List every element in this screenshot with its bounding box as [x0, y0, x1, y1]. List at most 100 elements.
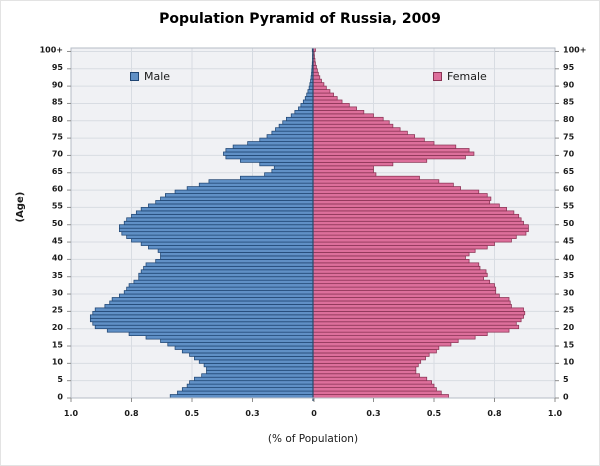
female-bar-age-59[interactable]: [312, 189, 480, 194]
male-bar-age-12[interactable]: [189, 352, 314, 357]
male-bar-age-85[interactable]: [302, 99, 314, 104]
female-bar-age-28[interactable]: [312, 297, 510, 302]
female-bar-age-37[interactable]: [312, 265, 481, 271]
female-bar-age-67[interactable]: [312, 161, 394, 167]
female-bar-age-66[interactable]: [312, 165, 374, 170]
female-bar-age-21[interactable]: [312, 321, 517, 326]
female-bar-age-72[interactable]: [312, 144, 457, 149]
female-bar-age-45[interactable]: [312, 238, 512, 243]
male-bar-age-27[interactable]: [109, 300, 314, 305]
male-bar-age-54[interactable]: [140, 207, 314, 212]
female-bar-age-30[interactable]: [312, 290, 497, 295]
female-bar-age-32[interactable]: [312, 283, 495, 288]
male-bar-age-69[interactable]: [225, 155, 314, 160]
female-bar-age-73[interactable]: [312, 141, 435, 146]
female-bar-age-13[interactable]: [312, 349, 437, 354]
male-bar-age-68[interactable]: [240, 158, 314, 163]
female-bar-age-55[interactable]: [312, 203, 500, 208]
female-bar-age-63[interactable]: [312, 175, 420, 181]
female-bar-age-62[interactable]: [312, 179, 440, 184]
female-bar-age-29[interactable]: [312, 293, 500, 298]
female-bar-age-61[interactable]: [312, 182, 454, 187]
male-bar-age-51[interactable]: [126, 217, 314, 222]
male-bar-age-40[interactable]: [160, 255, 314, 260]
male-bar-age-74[interactable]: [259, 137, 314, 142]
male-bar-age-2[interactable]: [181, 387, 314, 392]
female-bar-age-33[interactable]: [312, 279, 491, 285]
female-bar-age-74[interactable]: [312, 137, 425, 142]
female-bar-age-81[interactable]: [312, 113, 374, 118]
male-bar-age-31[interactable]: [126, 286, 314, 291]
female-bar-age-75[interactable]: [312, 134, 416, 139]
female-bar-age-51[interactable]: [312, 217, 522, 222]
female-bar-age-86[interactable]: [312, 96, 338, 101]
male-bar-age-64[interactable]: [264, 172, 314, 177]
female-bar-age-58[interactable]: [312, 193, 488, 198]
female-bar-age-25[interactable]: [312, 307, 524, 312]
female-bar-age-1[interactable]: [312, 390, 442, 395]
female-bar-age-39[interactable]: [312, 259, 470, 264]
male-bar-age-84[interactable]: [300, 103, 314, 108]
female-bar-age-77[interactable]: [312, 127, 401, 132]
male-bar-age-33[interactable]: [133, 279, 314, 285]
female-bar-age-14[interactable]: [312, 345, 440, 350]
female-bar-age-2[interactable]: [312, 387, 437, 392]
male-bar-age-87[interactable]: [306, 92, 314, 97]
male-bar-age-18[interactable]: [128, 331, 314, 336]
male-bar-age-65[interactable]: [271, 168, 314, 174]
female-bar-age-18[interactable]: [312, 331, 488, 336]
female-bar-age-89[interactable]: [312, 85, 327, 90]
male-bar-age-66[interactable]: [273, 165, 314, 170]
female-bar-age-78[interactable]: [312, 123, 394, 129]
female-bar-age-82[interactable]: [312, 110, 365, 115]
male-bar-age-75[interactable]: [266, 134, 314, 139]
female-bar-age-87[interactable]: [312, 92, 334, 97]
male-bar-age-77[interactable]: [275, 127, 314, 132]
male-bar-age-16[interactable]: [160, 338, 314, 343]
female-bar-age-54[interactable]: [312, 207, 507, 212]
female-bar-age-10[interactable]: [312, 359, 422, 364]
female-bar-age-36[interactable]: [312, 269, 487, 274]
male-bar-age-46[interactable]: [126, 234, 314, 239]
male-bar-age-17[interactable]: [145, 335, 314, 340]
female-bar-age-52[interactable]: [312, 213, 520, 219]
female-bar-age-19[interactable]: [312, 328, 510, 333]
female-bar-age-80[interactable]: [312, 116, 384, 122]
male-bar-age-86[interactable]: [304, 96, 314, 101]
male-bar-age-41[interactable]: [160, 252, 314, 257]
male-bar-age-53[interactable]: [135, 210, 314, 215]
female-bar-age-3[interactable]: [312, 383, 435, 388]
male-bar-age-28[interactable]: [111, 297, 314, 302]
male-bar-age-67[interactable]: [259, 161, 314, 167]
female-bar-age-69[interactable]: [312, 155, 466, 160]
female-bar-age-70[interactable]: [312, 151, 475, 156]
male-bar-age-48[interactable]: [119, 227, 314, 233]
female-bar-age-64[interactable]: [312, 172, 377, 177]
female-bar-age-5[interactable]: [312, 376, 428, 382]
female-bar-age-43[interactable]: [312, 245, 488, 250]
male-bar-age-50[interactable]: [123, 220, 314, 226]
male-bar-age-76[interactable]: [271, 130, 314, 136]
female-bar-age-91[interactable]: [312, 78, 322, 84]
female-bar-age-8[interactable]: [312, 366, 417, 371]
female-bar-age-71[interactable]: [312, 148, 470, 153]
male-bar-age-38[interactable]: [145, 262, 314, 267]
male-bar-age-8[interactable]: [206, 366, 314, 371]
male-bar-age-78[interactable]: [278, 123, 314, 129]
male-bar-age-32[interactable]: [128, 283, 314, 288]
female-bar-age-68[interactable]: [312, 158, 428, 163]
female-bar-age-84[interactable]: [312, 103, 350, 108]
female-bar-age-0[interactable]: [312, 394, 449, 399]
female-bar-age-60[interactable]: [312, 186, 461, 191]
male-bar-age-61[interactable]: [198, 182, 314, 187]
female-bar-age-7[interactable]: [312, 369, 417, 375]
female-bar-age-34[interactable]: [312, 276, 484, 281]
male-bar-age-13[interactable]: [181, 349, 314, 354]
male-bar-age-4[interactable]: [189, 380, 314, 385]
female-bar-age-44[interactable]: [312, 241, 495, 246]
female-bar-age-35[interactable]: [312, 272, 488, 278]
male-bar-age-37[interactable]: [143, 265, 314, 271]
female-bar-age-65[interactable]: [312, 168, 374, 174]
male-bar-age-14[interactable]: [174, 345, 314, 350]
male-bar-age-55[interactable]: [148, 203, 314, 208]
